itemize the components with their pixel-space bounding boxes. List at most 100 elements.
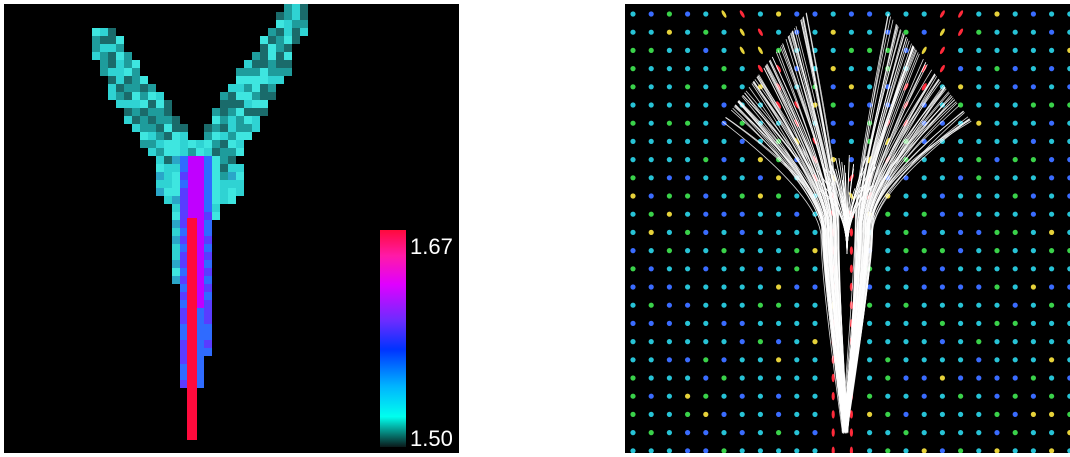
tensor-glyph xyxy=(867,302,873,308)
scalar-pixel xyxy=(212,188,220,196)
scalar-pixel xyxy=(148,92,156,100)
tensor-glyph xyxy=(666,266,672,272)
scalar-pixel xyxy=(220,132,228,140)
scalar-pixel xyxy=(108,52,116,60)
scalar-pixel xyxy=(220,140,228,148)
tensor-glyph xyxy=(630,284,636,290)
scalar-pixel xyxy=(236,76,244,84)
tensor-glyph xyxy=(903,393,909,399)
tensor-glyph xyxy=(685,11,691,17)
tensor-glyph xyxy=(921,266,927,272)
tensor-glyph xyxy=(703,229,709,235)
scalar-pixel xyxy=(196,196,204,204)
tensor-glyph xyxy=(939,211,945,217)
scalar-pixel xyxy=(124,108,132,116)
tensor-glyph xyxy=(939,375,945,381)
scalar-pixel xyxy=(172,268,180,276)
tensor-glyph xyxy=(648,393,654,399)
scalar-pixel xyxy=(228,180,236,188)
tensor-glyph xyxy=(994,102,1000,108)
tensor-glyph xyxy=(848,29,854,35)
tensor-glyph xyxy=(648,66,654,72)
tensor-glyph xyxy=(757,157,763,163)
scalar-pixel xyxy=(276,52,284,60)
tensor-glyph xyxy=(794,248,800,254)
scalar-pixel xyxy=(196,348,204,356)
scalar-pixel xyxy=(220,180,228,188)
scalar-pixel xyxy=(116,84,124,92)
scalar-pixel xyxy=(188,180,196,188)
tensor-glyph xyxy=(666,47,672,54)
scalar-pixel xyxy=(132,76,140,84)
tensor-glyph xyxy=(776,193,782,199)
scalar-pixel xyxy=(212,180,220,188)
tensor-glyph xyxy=(776,339,782,345)
tensor-glyph xyxy=(1067,138,1070,144)
tensor-glyph xyxy=(1012,229,1018,235)
tensor-glyph xyxy=(721,357,727,363)
tensor-glyph xyxy=(630,211,636,217)
tensor-glyph xyxy=(812,266,818,272)
tensor-glyph xyxy=(721,411,727,417)
tensor-glyph xyxy=(867,284,873,290)
tensor-glyph xyxy=(958,393,964,399)
tensor-glyph xyxy=(776,411,782,417)
tensor-glyph xyxy=(739,66,745,72)
tensor-glyph xyxy=(648,229,654,235)
tensor-glyph xyxy=(1049,430,1055,436)
scalar-pixel xyxy=(244,76,252,84)
scalar-pixel xyxy=(252,100,260,108)
tensor-glyph xyxy=(1049,339,1055,345)
scalar-pixel xyxy=(92,44,100,52)
tensor-glyph xyxy=(1012,29,1018,35)
tensor-glyph xyxy=(739,339,745,345)
scalar-pixel xyxy=(252,52,260,60)
tensor-glyph xyxy=(939,248,945,254)
tensor-glyph xyxy=(776,430,782,436)
tensor-glyph xyxy=(721,339,727,345)
scalar-pixel xyxy=(156,164,164,172)
scalar-pixel xyxy=(124,76,132,84)
tensor-glyph xyxy=(1049,175,1055,181)
tensor-glyph xyxy=(867,84,873,90)
scalar-pixel xyxy=(276,68,284,76)
scalar-pixel xyxy=(148,108,156,116)
tensor-glyph xyxy=(812,229,818,235)
tensor-glyph xyxy=(1012,284,1018,290)
scalar-pixel xyxy=(164,196,172,204)
tensor-glyph xyxy=(1030,284,1036,290)
tensor-glyph xyxy=(921,64,927,73)
tensor-glyph xyxy=(685,302,691,308)
scalar-pixel xyxy=(180,316,188,324)
tensor-glyph xyxy=(958,411,964,417)
tensor-glyph xyxy=(721,248,727,254)
scalar-pixel xyxy=(172,276,180,284)
scalar-pixel xyxy=(180,244,188,252)
scalar-pixel xyxy=(156,148,164,156)
scalar-pixel xyxy=(180,276,188,284)
fiber-line xyxy=(742,94,845,429)
scalar-pixel xyxy=(180,124,188,132)
tensor-glyph xyxy=(1030,120,1036,126)
tensor-glyph xyxy=(1030,375,1036,381)
scalar-pixel xyxy=(260,100,268,108)
scalar-pixel xyxy=(284,44,292,52)
tensor-glyph xyxy=(776,47,782,54)
tensor-glyph xyxy=(794,284,800,290)
tensor-glyph xyxy=(794,193,800,199)
scalar-pixel xyxy=(180,340,188,348)
scalar-pixel xyxy=(212,172,220,180)
scalar-pixel xyxy=(276,36,284,44)
tensor-glyph xyxy=(648,157,654,163)
scalar-pixel xyxy=(204,244,212,252)
scalar-pixel xyxy=(244,132,252,140)
tensor-glyph xyxy=(666,339,672,345)
tensor-glyph xyxy=(831,373,835,383)
tensor-glyph xyxy=(630,339,636,345)
tensor-glyph xyxy=(721,138,727,144)
tensor-glyph xyxy=(630,430,636,436)
scalar-pixel xyxy=(228,100,236,108)
scalar-pixel xyxy=(180,284,188,292)
tensor-glyph xyxy=(1049,266,1055,272)
scalar-pixel xyxy=(108,92,116,100)
